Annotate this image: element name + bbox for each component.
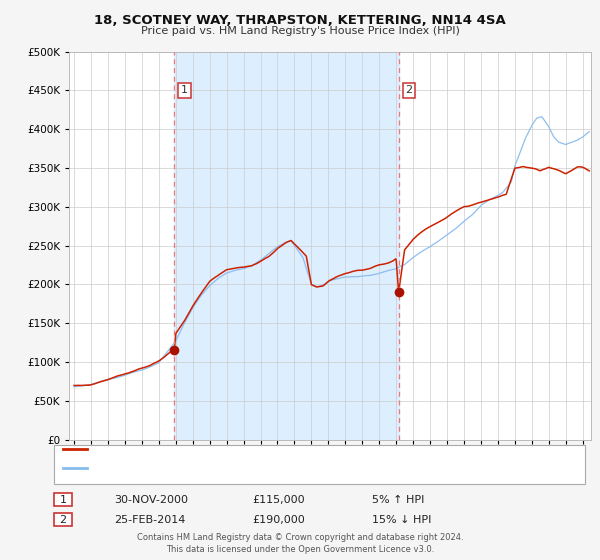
Text: 15% ↓ HPI: 15% ↓ HPI — [372, 515, 431, 525]
Text: £190,000: £190,000 — [252, 515, 305, 525]
Text: 25-FEB-2014: 25-FEB-2014 — [114, 515, 185, 525]
Text: HPI: Average price, detached house, North Northamptonshire: HPI: Average price, detached house, Nort… — [93, 463, 399, 473]
Text: 1: 1 — [59, 494, 67, 505]
Text: 2: 2 — [59, 515, 67, 525]
Text: Price paid vs. HM Land Registry's House Price Index (HPI): Price paid vs. HM Land Registry's House … — [140, 26, 460, 36]
Text: 2: 2 — [406, 85, 413, 95]
Text: 5% ↑ HPI: 5% ↑ HPI — [372, 494, 424, 505]
Text: This data is licensed under the Open Government Licence v3.0.: This data is licensed under the Open Gov… — [166, 545, 434, 554]
Bar — [175, 52, 398, 440]
Text: 1: 1 — [181, 85, 188, 95]
Text: Contains HM Land Registry data © Crown copyright and database right 2024.: Contains HM Land Registry data © Crown c… — [137, 533, 463, 542]
Text: 18, SCOTNEY WAY, THRAPSTON, KETTERING, NN14 4SA (detached house): 18, SCOTNEY WAY, THRAPSTON, KETTERING, N… — [93, 444, 460, 454]
Text: 18, SCOTNEY WAY, THRAPSTON, KETTERING, NN14 4SA: 18, SCOTNEY WAY, THRAPSTON, KETTERING, N… — [94, 14, 506, 27]
Text: 30-NOV-2000: 30-NOV-2000 — [114, 494, 188, 505]
Text: £115,000: £115,000 — [252, 494, 305, 505]
